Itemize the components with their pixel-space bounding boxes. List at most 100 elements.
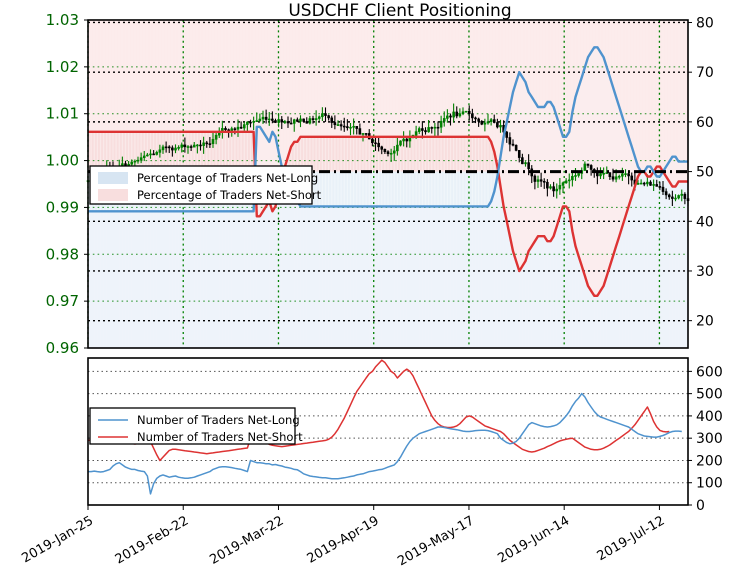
rect-element xyxy=(406,20,408,348)
rect-element xyxy=(555,188,559,192)
rect-element xyxy=(608,172,612,177)
path-element xyxy=(88,46,688,213)
rect-element xyxy=(546,181,549,189)
rect-element xyxy=(443,20,445,348)
y-tick-right-lower: 100 xyxy=(696,476,723,492)
rect-element xyxy=(196,144,199,147)
rect-element xyxy=(392,150,396,154)
rect-element xyxy=(415,20,417,348)
rect-element xyxy=(312,20,314,348)
rect-element xyxy=(277,119,280,123)
rect-element xyxy=(424,130,427,133)
y-tick-left: 1.03 xyxy=(46,11,79,29)
rect-element xyxy=(186,146,190,148)
rect-element xyxy=(571,175,574,181)
rect-element xyxy=(453,20,455,348)
legend-label: Percentage of Traders Net-Long xyxy=(137,171,318,185)
y-tick-left: 1.01 xyxy=(46,105,79,123)
rect-element xyxy=(98,189,128,201)
rect-element xyxy=(334,20,336,348)
rect-element xyxy=(605,172,609,174)
rect-element xyxy=(340,20,342,348)
rect-element xyxy=(680,193,684,196)
rect-element xyxy=(428,20,430,348)
rect-element xyxy=(439,120,443,128)
rect-element xyxy=(427,127,430,133)
rect-element xyxy=(317,116,321,119)
rect-element xyxy=(164,146,168,149)
rect-element xyxy=(624,173,627,175)
rect-element xyxy=(336,124,340,126)
rect-element xyxy=(471,20,473,348)
rect-element xyxy=(474,20,477,348)
rect-element xyxy=(496,122,499,128)
rect-element xyxy=(311,118,315,120)
rect-element xyxy=(418,20,420,348)
legend-label: Number of Traders Net-Short xyxy=(137,430,303,444)
rect-element xyxy=(371,20,373,348)
rect-element xyxy=(199,144,202,147)
rect-element xyxy=(280,119,284,123)
rect-element xyxy=(474,117,477,120)
rect-element xyxy=(602,173,605,175)
rect-element xyxy=(661,186,665,192)
rect-element xyxy=(202,142,205,146)
rect-element xyxy=(636,182,640,185)
legend-percentage: Percentage of Traders Net-Long Percentage… xyxy=(89,165,322,205)
rect-element xyxy=(471,113,474,119)
path-element xyxy=(87,359,670,462)
rect-element xyxy=(652,184,655,186)
rect-element xyxy=(481,20,483,348)
rect-element xyxy=(574,175,577,177)
rect-element xyxy=(236,126,240,130)
rect-element xyxy=(146,154,149,157)
rect-element xyxy=(449,20,452,348)
rect-element xyxy=(514,144,518,151)
rect-element xyxy=(305,121,309,124)
rect-element xyxy=(365,20,367,348)
rect-element xyxy=(214,134,218,140)
rect-element xyxy=(421,128,424,131)
rect-element xyxy=(167,146,171,149)
rect-element xyxy=(456,20,458,348)
path-element xyxy=(88,392,682,495)
rect-element xyxy=(405,138,409,142)
rect-element xyxy=(289,122,293,125)
rect-element xyxy=(399,20,402,348)
rect-element xyxy=(155,152,159,155)
rect-element xyxy=(677,195,680,199)
rect-element xyxy=(596,172,599,177)
rect-element xyxy=(149,153,152,156)
rect-element xyxy=(542,180,546,183)
rect-element xyxy=(368,20,370,348)
rect-element xyxy=(211,139,215,144)
rect-element xyxy=(621,173,624,177)
rect-element xyxy=(533,175,537,182)
rect-element xyxy=(89,407,296,445)
rect-element xyxy=(261,116,265,120)
rect-element xyxy=(649,181,652,186)
rect-element xyxy=(434,20,436,348)
rect-element xyxy=(658,186,662,188)
rect-element xyxy=(183,144,187,148)
rect-element xyxy=(321,20,323,348)
rect-element xyxy=(577,173,580,176)
rect-element xyxy=(437,20,439,348)
page-title: USDCHF Client Positioning xyxy=(288,1,511,21)
rect-element xyxy=(387,20,389,348)
y-tick-right-lower: 400 xyxy=(696,409,723,425)
rect-element xyxy=(130,161,134,165)
rect-element xyxy=(671,196,674,199)
rect-element xyxy=(98,172,128,184)
rect-element xyxy=(674,197,677,200)
rect-element xyxy=(349,126,352,129)
rect-element xyxy=(292,119,296,124)
rect-element xyxy=(374,20,377,348)
rect-element xyxy=(389,152,393,155)
rect-element xyxy=(161,146,165,151)
rect-element xyxy=(486,121,490,124)
rect-element xyxy=(614,176,618,180)
rect-element xyxy=(646,181,649,185)
legend-number: Number of Traders Net-Long Number of Trad… xyxy=(89,407,303,445)
